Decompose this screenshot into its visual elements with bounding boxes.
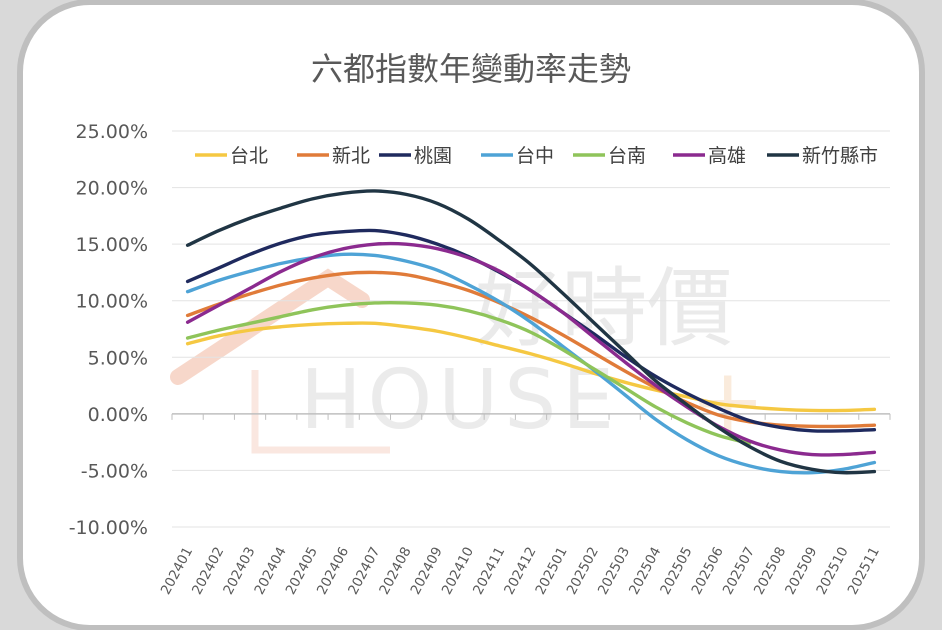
watermark-corner-shape xyxy=(251,370,390,454)
y-tick-label: 5.00% xyxy=(88,347,148,369)
legend-label: 新北 xyxy=(332,145,370,167)
legend-label: 桃園 xyxy=(414,145,452,167)
series-line-6 xyxy=(185,241,877,457)
legend-label: 台南 xyxy=(608,145,646,167)
legend: 台北 新北 桃園 台中 台南 高雄 新竹縣市 xyxy=(195,145,878,167)
y-axis-ticks: 25.00% 20.00% 15.00% 10.00% 5.00% 0.00% -5.00%… xyxy=(69,121,148,539)
series-layer xyxy=(185,189,877,475)
legend-label: 台中 xyxy=(516,145,554,167)
watermark-roof-shape xyxy=(170,268,370,385)
y-tick-label: 15.00% xyxy=(76,234,148,256)
legend-label: 台北 xyxy=(230,145,268,167)
series-line-4 xyxy=(185,252,877,475)
y-tick-label: -10.00% xyxy=(69,517,148,539)
legend-label: 高雄 xyxy=(708,145,746,167)
y-tick-label: 25.00% xyxy=(76,121,148,143)
series-line-7 xyxy=(185,189,877,475)
series-line-5 xyxy=(185,300,752,445)
watermark-brand-en: HOUSE xyxy=(300,353,620,448)
legend-label: 新竹縣市 xyxy=(802,145,878,167)
y-tick-label: -5.00% xyxy=(81,460,148,482)
y-tick-label: 20.00% xyxy=(76,178,148,200)
watermark-logo: 好時價 HOUSE + xyxy=(170,259,765,454)
chart-title: 六都指數年變動率走勢 xyxy=(311,50,631,88)
grid-layer xyxy=(171,130,891,528)
series-line-1 xyxy=(185,321,877,413)
y-tick-label: 0.00% xyxy=(88,404,148,426)
y-tick-label: 10.00% xyxy=(76,291,148,313)
chart-card xyxy=(17,0,925,630)
